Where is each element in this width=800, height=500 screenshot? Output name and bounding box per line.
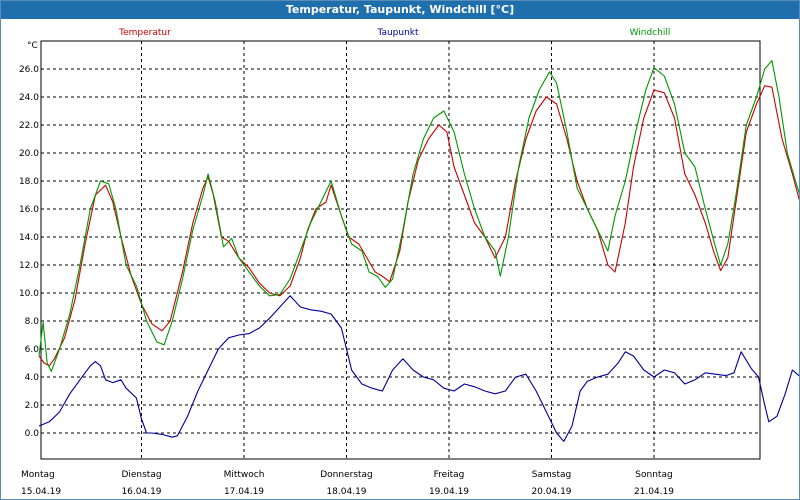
series-lines (38, 60, 799, 442)
y-tick-label: 22.0 (19, 121, 39, 131)
x-tick-date: 21.04.19 (634, 487, 674, 497)
x-axis: Montag 15.04.19 Dienstag 16.04.19 Mittwoch 17… (21, 470, 674, 497)
x-tick-date: 19.04.19 (429, 487, 469, 497)
x-tick-weekday: Samstag (532, 470, 571, 480)
y-tick-label: 8.0 (25, 317, 40, 327)
y-tick-label: 12.0 (19, 261, 39, 271)
y-tick-label: 2.0 (25, 401, 40, 411)
y-tick-label: 10.0 (19, 289, 39, 299)
y-tick-label: 24.0 (19, 93, 39, 103)
x-tick-weekday: Sonntag (635, 470, 672, 480)
x-tick-weekday: Dienstag (121, 470, 161, 480)
y-tick-label: 0.0 (25, 429, 40, 439)
legend: Temperatur Taupunkt Windchill (118, 28, 670, 38)
series-line-windchill (38, 60, 799, 372)
y-axis-unit: °C (27, 41, 38, 51)
x-tick-date: 15.04.19 (21, 487, 61, 497)
y-tick-label: 26.0 (19, 65, 39, 75)
y-axis: 0.0 2.0 4.0 6.0 8.0 10.0 12.0 14.0 16.0 18.0 20.0 2… (19, 65, 39, 439)
x-tick-weekday: Donnerstag (320, 470, 373, 480)
x-tick-weekday: Freitag (434, 470, 465, 480)
y-tick-label: 6.0 (25, 345, 40, 355)
x-tick-date: 17.04.19 (224, 487, 264, 497)
y-tick-label: 16.0 (19, 205, 39, 215)
y-tick-label: 4.0 (25, 373, 40, 383)
legend-entry-windchill: Windchill (630, 28, 671, 38)
x-tick-weekday: Mittwoch (224, 470, 265, 480)
series-line-taupunkt (38, 295, 799, 442)
legend-entry-taupunkt: Taupunkt (376, 28, 419, 38)
window-title: Temperatur, Taupunkt, Windchill [°C] (1, 1, 799, 19)
y-tick-label: 14.0 (19, 233, 39, 243)
x-tick-date: 16.04.19 (121, 487, 161, 497)
x-tick-date: 20.04.19 (531, 487, 571, 497)
y-tick-label: 18.0 (19, 177, 39, 187)
x-tick-date: 18.04.19 (326, 487, 366, 497)
x-tick-weekday: Montag (21, 470, 55, 480)
y-tick-label: 20.0 (19, 149, 39, 159)
legend-entry-temperatur: Temperatur (118, 28, 171, 38)
